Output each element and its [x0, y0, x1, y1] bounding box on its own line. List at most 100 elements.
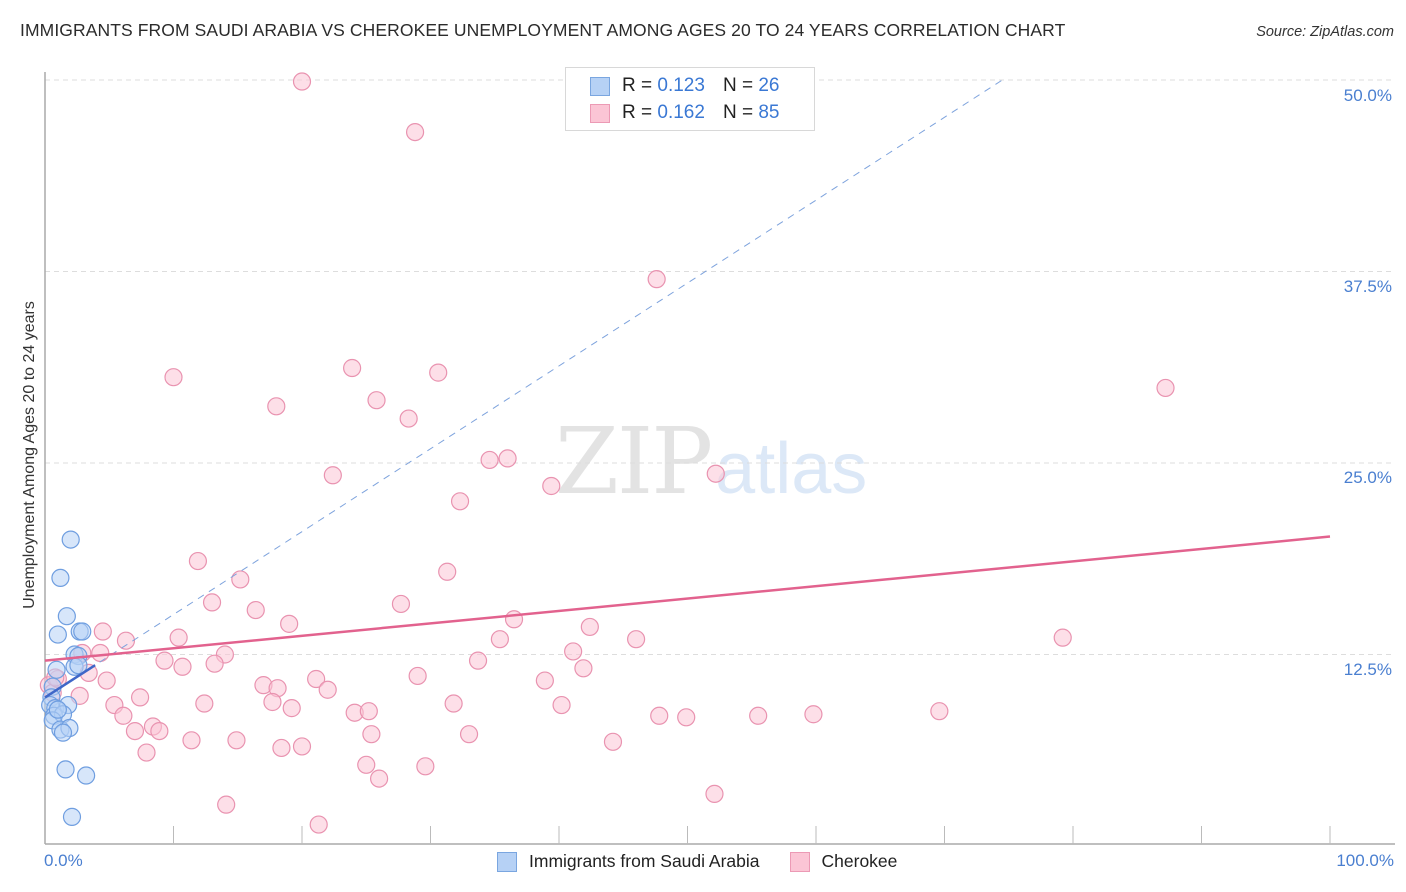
- cherokee-point: [580, 617, 599, 637]
- saudi-arabia-points: [41, 530, 96, 826]
- saudi-arabia-point: [53, 723, 73, 742]
- gridlines: [45, 79, 1395, 655]
- cherokee-point: [391, 594, 411, 614]
- cherokee-point: [318, 680, 337, 699]
- y-axis-label: Unemployment Among Ages 20 to 24 years: [21, 301, 38, 609]
- cherokee-point: [357, 755, 376, 774]
- cherokee-point: [444, 694, 463, 713]
- cherokee-point: [205, 654, 224, 673]
- cherokee-point: [498, 449, 517, 468]
- cherokee-point: [164, 368, 183, 387]
- cherokee-point: [150, 721, 169, 741]
- n-label: N =: [722, 75, 754, 96]
- saudi-arabia-point: [61, 530, 80, 549]
- cherokee-point: [267, 397, 286, 416]
- saudi-arabia-point: [62, 807, 82, 826]
- cherokee-point: [343, 358, 362, 378]
- cherokee-point: [307, 669, 326, 689]
- cherokee-point: [542, 476, 561, 496]
- cherokee-point: [480, 450, 499, 470]
- cherokee-point: [647, 270, 666, 289]
- cherokee-point: [227, 731, 246, 750]
- cherokee-point: [217, 795, 236, 814]
- legend-row-saudi-arabia: R = 0.123 N = 26: [590, 74, 779, 98]
- cherokee-point: [323, 466, 342, 485]
- legend-item-cherokee[interactable]: Cherokee: [789, 851, 898, 872]
- chart-title: IMMIGRANTS FROM SAUDI ARABIA VS CHEROKEE…: [20, 20, 1066, 40]
- r-label: R =: [622, 102, 653, 123]
- cherokee-point: [282, 699, 301, 718]
- cherokee-point: [450, 492, 470, 511]
- cherokee-point: [246, 600, 265, 620]
- series-legend: Immigrants from Saudi Arabia Cherokee: [497, 851, 927, 872]
- cherokee-point: [399, 409, 418, 428]
- cherokee-point: [490, 630, 509, 649]
- trend-lines: [44, 79, 1331, 699]
- cherokee-point: [749, 706, 768, 725]
- blue-swatch-icon: [497, 851, 517, 872]
- legend-row-cherokee: R = 0.162 N = 85: [590, 101, 779, 125]
- cherokee-point: [804, 705, 823, 724]
- cherokee-point: [626, 630, 646, 649]
- cherokee-point: [155, 651, 174, 670]
- correlation-legend: R = 0.123 N = 26 R = 0.162 N = 85: [565, 67, 815, 131]
- cherokee-point: [359, 702, 378, 721]
- cherokee-point: [188, 551, 208, 571]
- cherokee-point: [459, 725, 479, 744]
- axes: [44, 72, 1395, 845]
- cherokee-point: [564, 642, 583, 661]
- cherokee-points: [39, 72, 1175, 834]
- cherokee-point: [504, 610, 524, 629]
- cherokee-point: [677, 708, 696, 727]
- cherokee-point: [468, 651, 488, 670]
- cherokee-point: [93, 622, 112, 641]
- saudi-arabia-point: [48, 700, 67, 719]
- cherokee-point: [231, 570, 250, 589]
- y-tick-37-5: 37.5%: [1343, 277, 1392, 296]
- cherokee-point: [91, 643, 110, 663]
- legend-item-saudi-arabia[interactable]: Immigrants from Saudi Arabia: [497, 851, 760, 872]
- n-value: 26: [758, 75, 780, 96]
- cherokee-point: [603, 732, 623, 751]
- cherokee-point: [438, 562, 457, 581]
- cherokee-point: [272, 738, 291, 758]
- saudi-arabia-point: [56, 760, 75, 779]
- cherokee-point: [202, 593, 222, 612]
- blue-swatch-icon: [590, 76, 610, 96]
- cherokee-point: [130, 688, 150, 707]
- cherokee-point: [309, 815, 328, 834]
- cherokee-point: [429, 363, 448, 382]
- cherokee-point: [706, 464, 725, 483]
- cherokee-point: [137, 743, 156, 762]
- x-tick-0: 0.0%: [44, 851, 83, 870]
- legend-label: Cherokee: [821, 851, 898, 871]
- cherokee-point: [292, 72, 312, 91]
- legend-label: Immigrants from Saudi Arabia: [529, 851, 760, 871]
- cherokee-point: [405, 122, 425, 142]
- cherokee-point: [535, 671, 554, 690]
- cherokee-point: [362, 725, 381, 744]
- cherokee-point: [930, 702, 949, 721]
- saudi-arabia-point: [57, 607, 76, 626]
- cherokee-point: [650, 706, 669, 725]
- y-tick-50: 50.0%: [1343, 86, 1392, 105]
- cherokee-point: [114, 706, 133, 725]
- cherokee-point: [195, 694, 214, 713]
- n-label: N =: [722, 102, 754, 123]
- saudi-arabia-point: [73, 622, 92, 641]
- saudi-arabia-point: [77, 766, 96, 785]
- cherokee-point: [574, 659, 593, 678]
- x-tick-100: 100.0%: [1336, 851, 1394, 870]
- saudi-arabia-point: [48, 625, 67, 644]
- cherokee-point: [370, 769, 389, 788]
- cherokee-point: [408, 666, 427, 686]
- cherokee-point: [125, 721, 145, 741]
- cherokee-point: [292, 737, 312, 756]
- cherokee-point: [97, 671, 116, 690]
- saudi-arabia-point: [47, 660, 66, 679]
- r-value: 0.162: [657, 102, 705, 123]
- cherokee-point: [263, 692, 282, 712]
- n-value: 85: [758, 102, 780, 123]
- source-label: Source: ZipAtlas.com: [1256, 24, 1394, 40]
